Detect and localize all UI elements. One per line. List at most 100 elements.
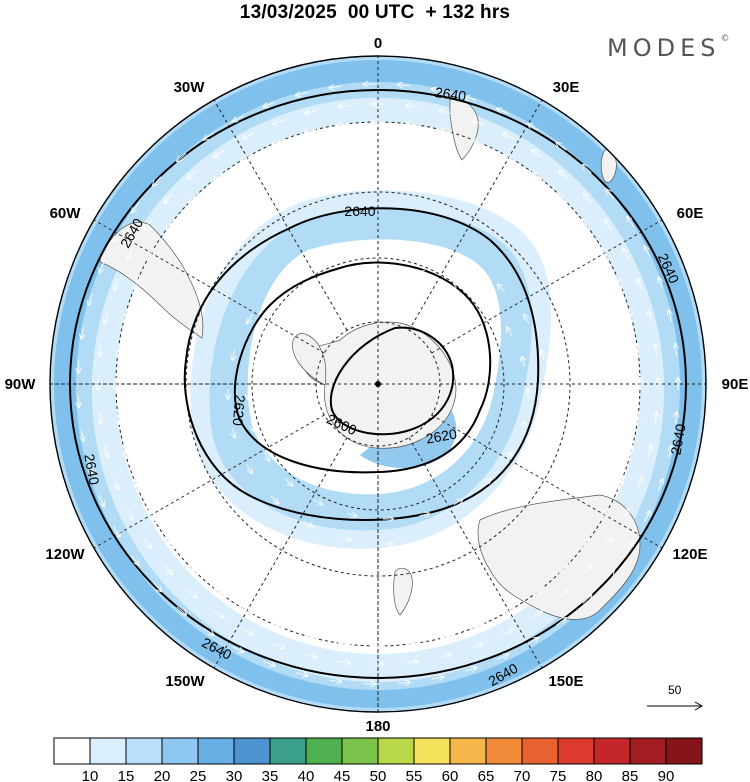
wind-arrow — [464, 667, 476, 671]
wind-arrow — [506, 452, 512, 462]
wind-arrow — [638, 279, 643, 291]
wind-arrow — [232, 350, 235, 360]
wind-arrow — [645, 246, 651, 258]
wind-arrow — [88, 293, 91, 306]
wind-arrow — [81, 326, 83, 339]
wind-arrow — [601, 510, 608, 521]
contour-2600 — [329, 326, 455, 436]
wind-arrow — [558, 590, 568, 598]
wind-arrow — [541, 428, 544, 438]
wind-arrow — [424, 538, 435, 541]
colorbar-swatch — [665, 737, 703, 765]
south-america — [99, 221, 204, 339]
wind-arrow — [273, 119, 285, 124]
meridian-line — [213, 99, 348, 331]
wind-arrow — [398, 85, 410, 86]
wind-arrow — [669, 310, 672, 323]
wind-arrow — [644, 511, 650, 522]
latitude-circle — [185, 191, 571, 577]
chart-title: 13/03/2025 00 UTC + 132 hrs — [239, 2, 511, 23]
wind-arrow — [584, 194, 592, 204]
colorbar-tick-label: 90 — [658, 768, 675, 782]
wind-arrow — [522, 422, 525, 432]
colorbar-swatch — [233, 737, 271, 765]
new-zealand — [393, 567, 413, 616]
colorbar-swatch — [197, 737, 235, 765]
wind-arrow — [164, 564, 172, 574]
polar-map: 2640264026402640264026402640264026202620… — [5, 35, 749, 734]
meridian-line — [93, 219, 325, 354]
colorbar-tick-label: 85 — [622, 768, 639, 782]
wind-arrow — [618, 278, 623, 290]
wind-arrow — [527, 638, 538, 645]
wind-arrow — [559, 170, 569, 179]
wind-arrow — [81, 429, 83, 441]
colorbar-tick-label: 75 — [550, 768, 567, 782]
wind-arrow — [233, 115, 244, 122]
wind-arrow — [232, 427, 235, 438]
inner-jet-fringe — [190, 190, 552, 549]
wind-arrow — [295, 673, 308, 676]
wind-arrow — [247, 314, 253, 324]
colorbar-tick-label: 35 — [262, 768, 279, 782]
south-pole-dot — [375, 381, 381, 387]
wind-arrow — [304, 636, 316, 639]
wind-arrow — [483, 302, 491, 310]
wind-arrow — [602, 248, 609, 259]
wind-arrow — [496, 654, 508, 660]
wind-arrow — [453, 500, 463, 506]
wind-arrow — [498, 284, 506, 292]
wind-arrow — [347, 272, 357, 275]
wind-arrow — [338, 123, 350, 125]
wind-arrow — [329, 680, 341, 682]
wind-arrow — [105, 311, 108, 323]
wind-arrow — [246, 464, 252, 474]
wind-arrow — [203, 627, 214, 635]
wind-arrow — [98, 495, 104, 506]
wind-arrow — [131, 555, 139, 565]
longitude-label-60e: 60E — [677, 205, 704, 222]
colorbar: 10 15 20 25 30 35 40 45 50 55 60 65 70 75 80 85 90 — [53, 737, 703, 782]
wind-arrow — [213, 610, 224, 618]
wind-arrow — [604, 538, 612, 549]
wind-arrow — [558, 565, 567, 574]
wind-arrow — [213, 587, 224, 595]
wind-arrow — [204, 132, 214, 140]
wind-arrow — [99, 344, 100, 356]
colorbar-swatch — [377, 737, 415, 765]
wind-arrow — [272, 623, 283, 629]
wind-arrow — [147, 509, 154, 520]
wind-arrow — [473, 140, 484, 145]
wind-arrow — [133, 478, 139, 490]
meridian-line — [93, 414, 325, 549]
longitude-label-0: 0 — [374, 35, 382, 52]
wind-arrow — [177, 152, 187, 161]
wind-arrow — [272, 643, 284, 648]
wind-arrow — [655, 412, 656, 424]
wind-arrow — [556, 143, 567, 151]
wind-arrow — [153, 176, 162, 186]
wind-arrow — [669, 446, 672, 458]
wind-arrow — [105, 445, 108, 457]
wind-arrow — [622, 509, 629, 520]
wind-arrow — [507, 327, 513, 337]
wind-arrow — [541, 350, 544, 361]
wind-arrow — [648, 311, 651, 323]
wind-arrow — [406, 643, 418, 645]
wind-arrow — [617, 479, 623, 490]
wind-arrow — [114, 278, 119, 290]
wind-arrow — [243, 132, 254, 139]
wind-arrow — [605, 220, 613, 231]
wind-arrow — [626, 541, 633, 552]
wind-arrow — [531, 611, 542, 619]
contour-2640-outer — [69, 89, 687, 679]
wind-arrow — [123, 445, 126, 458]
wind-arrow — [464, 262, 473, 268]
wind-arrow — [114, 231, 121, 241]
wind-arrow — [338, 105, 351, 106]
contour-2640-inner — [183, 207, 540, 521]
wind-arrow — [251, 356, 254, 367]
wind-arrow — [285, 301, 293, 309]
wind-arrow — [528, 124, 539, 131]
colorbar-swatch — [269, 737, 307, 765]
